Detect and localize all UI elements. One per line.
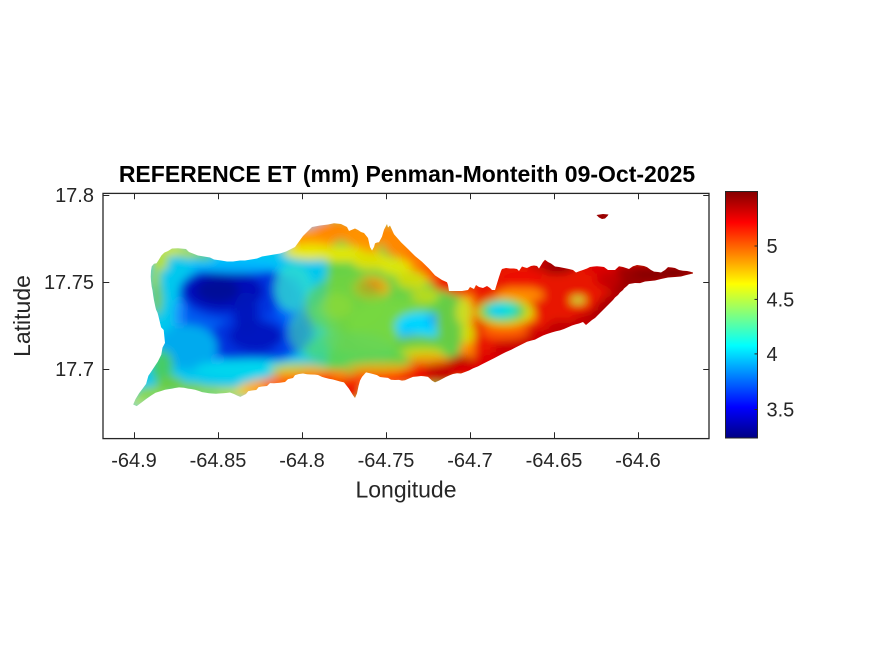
svg-text:3.5: 3.5 [767,400,795,422]
svg-text:-64.65: -64.65 [526,450,583,472]
svg-text:REFERENCE ET (mm) Penman-Monte: REFERENCE ET (mm) Penman-Monteith 09-Oct… [119,161,696,187]
svg-text:Longitude: Longitude [355,477,456,503]
svg-text:4.5: 4.5 [767,289,795,311]
svg-text:-64.9: -64.9 [111,450,157,472]
svg-text:-64.75: -64.75 [358,450,415,472]
svg-text:Latitude: Latitude [9,275,35,357]
svg-text:4: 4 [767,344,778,366]
svg-text:17.75: 17.75 [44,272,94,294]
svg-text:5: 5 [767,236,778,258]
svg-text:-64.8: -64.8 [279,450,325,472]
svg-text:-64.7: -64.7 [447,450,493,472]
svg-text:17.8: 17.8 [55,185,94,207]
svg-text:17.7: 17.7 [55,359,94,381]
svg-text:-64.6: -64.6 [615,450,661,472]
svg-text:-64.85: -64.85 [190,450,247,472]
